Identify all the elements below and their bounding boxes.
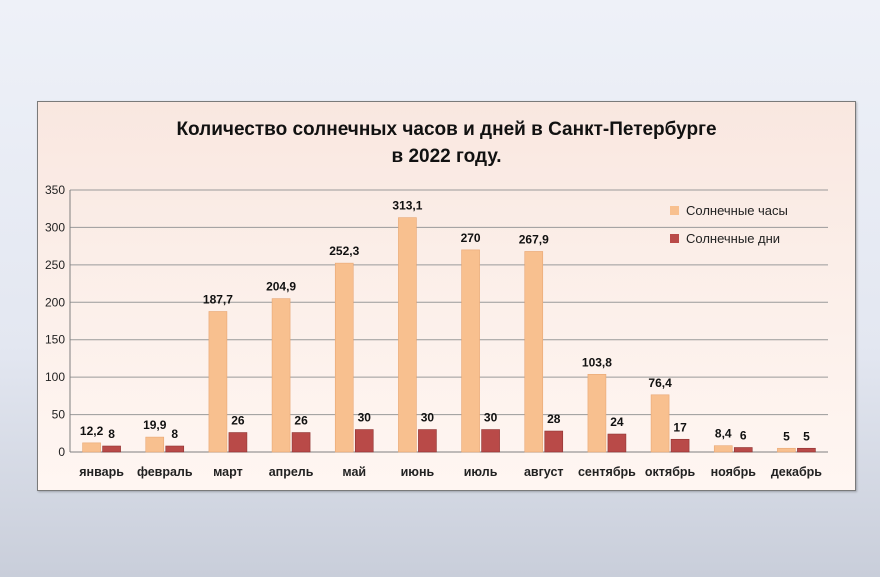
data-label-sun-days: 30 [421,411,435,425]
bar-sun-hours [524,251,544,453]
x-category-label: октябрь [645,465,696,479]
data-label-sun-hours: 12,2 [80,424,104,438]
bar-sun-days [733,447,753,453]
data-label-sun-hours: 19,9 [143,418,167,432]
y-tick-label: 150 [45,333,65,347]
x-category-label: май [342,465,366,479]
y-tick-label: 0 [58,445,65,459]
data-label-sun-days: 26 [294,414,308,428]
data-label-sun-hours: 270 [461,231,481,245]
bar-sun-hours [208,311,228,453]
y-tick-label: 200 [45,295,65,309]
bar-sun-days [670,438,690,453]
bar-sun-hours [713,445,733,453]
bar-sun-hours [650,394,670,453]
chart-panel: Количество солнечных часов и дней в Санк… [37,101,856,491]
data-label-sun-days: 30 [358,411,372,425]
x-category-label: сентябрь [578,465,636,479]
data-label-sun-hours: 76,4 [648,376,672,390]
bar-sun-hours [271,298,291,453]
chart-title: Количество солнечных часов и дней в Санк… [38,116,855,170]
y-tick-label: 300 [45,220,65,234]
legend-label-sun-days: Солнечные дни [686,231,780,246]
bar-sun-days [165,445,185,453]
chart-title-line-2: в 2022 году. [391,146,502,167]
data-label-sun-hours: 5 [783,429,790,443]
data-label-sun-hours: 187,7 [203,292,233,306]
bar-sun-days [102,445,121,453]
bar-sun-hours [777,447,796,453]
y-tick-label: 250 [45,258,65,272]
bar-sun-hours [82,442,101,453]
y-tick-label: 50 [52,408,66,422]
bar-sun-days [544,430,564,453]
bar-sun-days [418,429,437,453]
x-category-label: январь [79,465,124,479]
x-category-label: ноябрь [711,465,757,479]
chart-title-line-1: Количество солнечных часов и дней в Санк… [176,119,717,140]
x-category-label: июнь [401,465,435,479]
x-category-label: декабрь [771,465,822,479]
x-category-label: февраль [137,465,193,479]
data-label-sun-days: 30 [484,411,498,425]
data-label-sun-days: 8 [108,427,115,441]
bar-sun-days [607,433,627,453]
bar-sun-hours [334,262,354,453]
bar-sun-days [354,429,374,453]
data-label-sun-hours: 103,8 [582,355,612,369]
data-label-sun-days: 24 [610,415,624,429]
bar-sun-days [797,447,816,453]
legend-swatch-sun-hours [670,206,679,215]
x-category-label: август [524,465,564,479]
data-label-sun-days: 17 [673,420,687,434]
bar-sun-days [228,432,248,453]
data-label-sun-hours: 267,9 [519,232,549,246]
data-label-sun-hours: 204,9 [266,280,296,294]
x-category-label: июль [464,465,498,479]
chart-plot: 0 50 100 150 200 250 300 350 12,2 8 январь 19,9 8 фев… [45,183,828,479]
legend-label-sun-hours: Солнечные часы [686,203,788,218]
data-label-sun-hours: 252,3 [329,244,359,258]
y-tick-label: 100 [45,370,65,384]
data-label-sun-days: 28 [547,412,561,426]
data-label-sun-days: 8 [171,427,178,441]
x-category-label: апрель [269,465,314,479]
x-category-label: март [213,465,243,479]
bar-sun-days [291,432,311,453]
data-label-sun-hours: 8,4 [715,427,732,441]
data-label-sun-hours: 313,1 [392,199,422,213]
bar-sun-days [481,429,500,453]
data-label-sun-days: 5 [803,429,810,443]
y-tick-label: 350 [45,183,65,197]
data-label-sun-days: 6 [740,429,747,443]
bar-sun-hours [461,249,480,453]
data-label-sun-days: 26 [231,414,245,428]
bar-sun-hours [398,217,417,453]
bar-sun-hours [145,436,165,453]
bar-sun-hours [587,373,607,453]
legend-swatch-sun-days [670,234,679,243]
